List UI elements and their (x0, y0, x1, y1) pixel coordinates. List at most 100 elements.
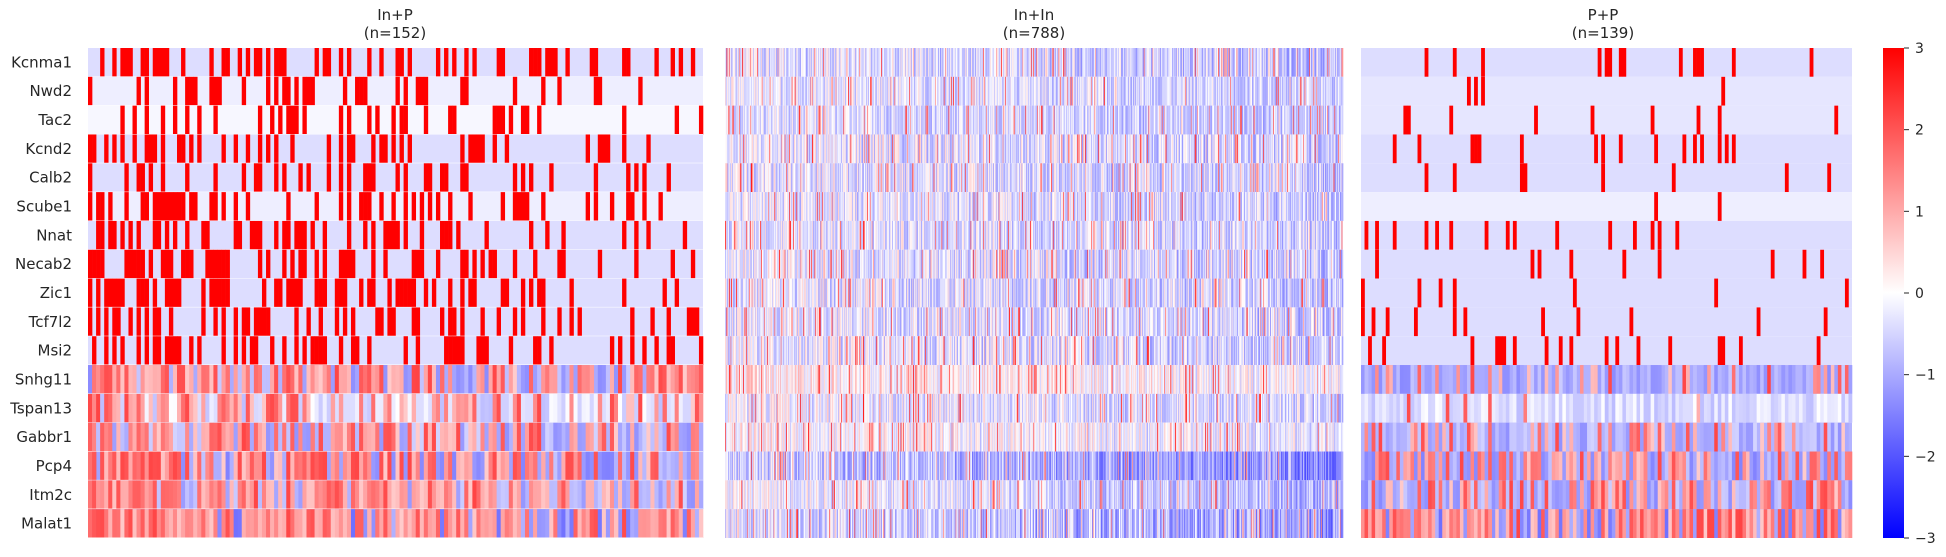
heatmap-cell (1138, 163, 1140, 193)
heatmap-cell (816, 105, 818, 135)
heatmap-cell (245, 451, 251, 481)
heatmap-cell (415, 365, 421, 394)
heatmap-cell (1214, 48, 1216, 77)
heatmap-cell (727, 76, 729, 106)
heatmap-cell (869, 163, 871, 193)
heatmap-cell (850, 163, 852, 193)
heatmap-cell (1197, 163, 1199, 193)
heatmap-cell (849, 48, 851, 77)
heatmap-cell (1024, 134, 1026, 164)
heatmap-cell (818, 48, 820, 77)
heatmap-cell (794, 163, 796, 193)
heatmap-cell (841, 163, 843, 193)
heatmap-cell (934, 105, 936, 135)
heatmap-cell (810, 48, 812, 77)
heatmap-cell (650, 480, 655, 510)
heatmap-cell (1309, 48, 1311, 77)
heatmap-cell (928, 163, 930, 193)
heatmap-cell (754, 76, 756, 106)
heatmap-cell (998, 105, 1000, 135)
heatmap-cell (832, 134, 834, 164)
heatmap-cell (862, 76, 864, 106)
heatmap-cell (867, 134, 869, 164)
heatmap-cell (1335, 105, 1338, 135)
heatmap-cell (1215, 48, 1218, 77)
heatmap-cell (1030, 105, 1032, 135)
heatmap-cell (1131, 76, 1133, 106)
heatmap-cell (1088, 134, 1090, 164)
heatmap-cell (419, 480, 425, 510)
heatmap-cell (939, 76, 941, 106)
heatmap-cell (892, 134, 894, 164)
heatmap-cell (581, 393, 586, 423)
heatmap-cell (1055, 76, 1058, 106)
heatmap-cell (1339, 76, 1341, 106)
heatmap-cell (975, 134, 977, 164)
heatmap-cell (1237, 76, 1239, 106)
heatmap-cell (834, 163, 836, 193)
heatmap-cell (1068, 163, 1070, 193)
heatmap-cell (945, 48, 947, 77)
heatmap-cell (946, 105, 949, 135)
heatmap-cell (1315, 48, 1317, 77)
heatmap-cell (1006, 134, 1008, 164)
heatmap-cell (988, 48, 990, 77)
heatmap-cell (1182, 105, 1184, 135)
heatmap-cell (944, 134, 946, 164)
heatmap-cell (866, 163, 868, 193)
heatmap-cell (1079, 163, 1081, 193)
heatmap-cell (618, 480, 623, 510)
heatmap-cell (318, 307, 323, 337)
heatmap-cell (1092, 134, 1094, 164)
heatmap-cell (168, 307, 174, 337)
heatmap-cell (1006, 105, 1008, 135)
heatmap-cell (278, 278, 283, 308)
heatmap-cell (1108, 134, 1110, 164)
heatmap-cell (1026, 163, 1029, 193)
heatmap-cell (1266, 76, 1268, 106)
heatmap-cell (963, 105, 965, 135)
heatmap-cell (1248, 134, 1250, 164)
heatmap-cell (1230, 48, 1232, 77)
heatmap-panel-in-p (88, 48, 704, 539)
heatmap-cell (1100, 105, 1102, 135)
heatmap-cell (314, 278, 319, 308)
heatmap-cell (1141, 76, 1143, 106)
heatmap-cell (1277, 48, 1279, 77)
heatmap-cell (1268, 48, 1270, 77)
heatmap-cell (726, 105, 728, 135)
heatmap-cell (1039, 163, 1041, 193)
heatmap-cell (1327, 134, 1329, 164)
heatmap-cell (915, 105, 917, 135)
heatmap-cell (848, 48, 850, 77)
heatmap-cell (738, 48, 740, 77)
heatmap-cell (929, 76, 931, 106)
heatmap-cell (767, 105, 769, 135)
heatmap-cell (746, 76, 749, 106)
heatmap-cell (1161, 48, 1163, 77)
heatmap-cell (395, 163, 400, 193)
heatmap-cell (1062, 134, 1064, 164)
heatmap-cell (1158, 134, 1160, 164)
heatmap-cell (900, 76, 902, 106)
heatmap-cell (1263, 105, 1265, 135)
heatmap-cell (877, 163, 880, 193)
heatmap-cell (863, 76, 865, 106)
heatmap-cell (1315, 76, 1317, 106)
heatmap-cell (1114, 134, 1116, 164)
heatmap-cell (889, 134, 891, 164)
heatmap-cell (1189, 76, 1191, 106)
heatmap-cell (181, 393, 186, 423)
heatmap-cell (1306, 105, 1308, 135)
heatmap-cell (1179, 105, 1181, 135)
heatmap-cell (233, 509, 239, 538)
heatmap-cell (798, 163, 800, 193)
heatmap-cell (845, 163, 847, 193)
heatmap-cell (1004, 48, 1007, 77)
heatmap-cell (1097, 134, 1099, 164)
heatmap-cell (213, 509, 218, 538)
heatmap-cell (1158, 76, 1160, 106)
heatmap-cell (597, 249, 603, 279)
heatmap-cell (1024, 76, 1026, 106)
heatmap-cell (480, 509, 485, 538)
